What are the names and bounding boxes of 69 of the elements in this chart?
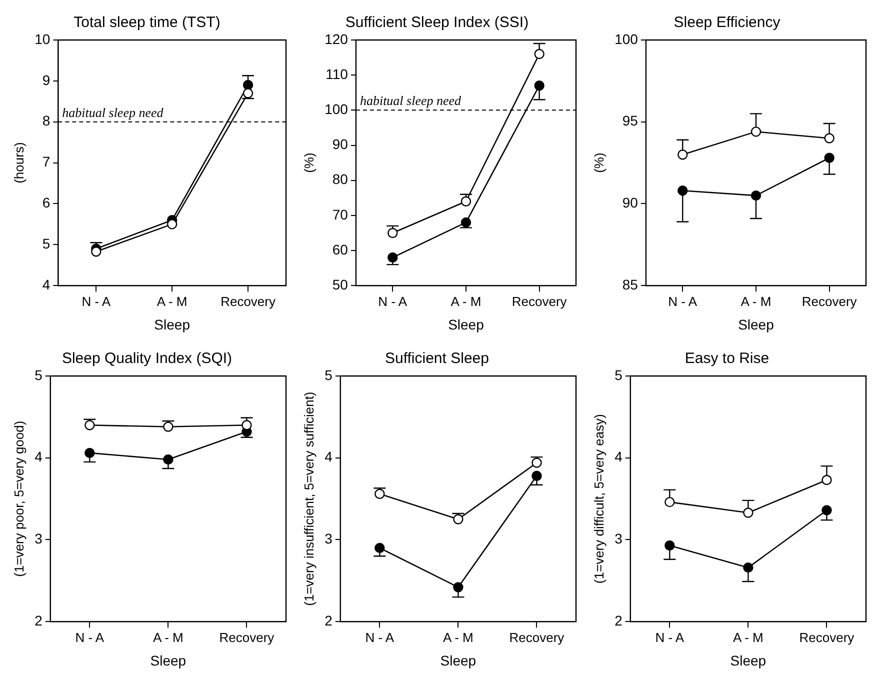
y-tick-label: 60 bbox=[332, 241, 348, 258]
y-axis-title: (%) bbox=[591, 152, 606, 173]
y-tick-label: 2 bbox=[34, 612, 43, 628]
x-tick-label: N - A bbox=[82, 294, 111, 309]
x-axis-title: Sleep bbox=[730, 652, 766, 668]
y-axis-title: (%) bbox=[301, 152, 316, 173]
y-tick-label: 100 bbox=[324, 101, 348, 118]
chart-title: Sufficient Sleep bbox=[385, 350, 489, 368]
x-axis-title: Sleep bbox=[154, 316, 190, 332]
y-tick-label: 95 bbox=[622, 112, 638, 129]
x-tick-label: N - A bbox=[655, 630, 684, 645]
x-axis-title: Sleep bbox=[738, 316, 774, 332]
y-axis-title: (hours) bbox=[11, 142, 26, 184]
y-tick-label: 120 bbox=[324, 30, 348, 47]
y-tick-label: 5 bbox=[34, 366, 43, 383]
x-tick-label: Recovery bbox=[219, 630, 275, 645]
y-tick-label: 5 bbox=[614, 366, 623, 383]
y-tick-label: 100 bbox=[614, 30, 638, 47]
x-axis-title: Sleep bbox=[150, 652, 186, 668]
y-tick-label: 4 bbox=[324, 448, 333, 465]
ref-line-label: habitual sleep need bbox=[360, 93, 462, 108]
y-tick-label: 110 bbox=[326, 66, 348, 82]
y-tick-label: 50 bbox=[332, 276, 348, 292]
x-tick-label: N - A bbox=[668, 294, 698, 309]
x-tick-label: A - M bbox=[153, 630, 184, 645]
x-tick-label: Recovery bbox=[802, 294, 858, 309]
chart-title: Sleep Efficiency bbox=[674, 14, 781, 32]
y-axis-title: (1=very difficult, 5=very easy) bbox=[591, 414, 606, 584]
x-tick-label: Recovery bbox=[509, 630, 565, 645]
y-tick-label: 90 bbox=[622, 194, 638, 211]
x-tick-label: A - M bbox=[443, 630, 474, 645]
x-tick-label: A - M bbox=[733, 630, 764, 645]
x-tick-label: A - M bbox=[450, 294, 482, 309]
y-tick-label: 5 bbox=[42, 236, 50, 252]
y-tick-label: 70 bbox=[332, 206, 348, 222]
y-tick-label: 10 bbox=[34, 30, 50, 47]
x-tick-label: A - M bbox=[156, 294, 188, 309]
y-tick-label: 3 bbox=[34, 530, 43, 547]
y-tick-label: 2 bbox=[614, 612, 623, 628]
y-tick-label: 2 bbox=[324, 612, 333, 628]
x-tick-label: Recovery bbox=[799, 630, 855, 645]
x-tick-label: Recovery bbox=[512, 294, 568, 309]
y-tick-label: 5 bbox=[324, 366, 333, 383]
y-tick-label: 9 bbox=[42, 72, 50, 88]
x-tick-label: N - A bbox=[75, 630, 104, 645]
y-axis-title: (1=very poor, 5=very good) bbox=[11, 420, 26, 577]
y-tick-label: 3 bbox=[614, 530, 623, 547]
y-axis-title: (1=very insufficient, 5=very sufficient) bbox=[301, 392, 316, 606]
ref-line-label: habitual sleep need bbox=[62, 104, 164, 120]
chart-title: Easy to Rise bbox=[684, 350, 770, 368]
y-tick-label: 80 bbox=[332, 171, 348, 188]
y-tick-label: 7 bbox=[42, 154, 50, 170]
y-tick-label: 4 bbox=[34, 448, 43, 465]
x-tick-label: A - M bbox=[740, 294, 772, 309]
chart-title: Sleep Quality Index (SQI) bbox=[62, 350, 232, 368]
y-tick-label: 3 bbox=[324, 530, 333, 547]
x-axis-title: Sleep bbox=[440, 652, 476, 668]
chart-title: Total sleep time (TST) bbox=[74, 14, 220, 32]
x-axis-title: Sleep bbox=[448, 316, 484, 332]
y-tick-label: 85 bbox=[622, 276, 638, 292]
y-tick-label: 8 bbox=[42, 112, 50, 129]
x-tick-label: N - A bbox=[365, 630, 394, 645]
y-tick-label: 90 bbox=[332, 136, 348, 152]
y-tick-label: 4 bbox=[614, 448, 623, 465]
y-tick-label: 4 bbox=[42, 276, 50, 292]
y-tick-label: 6 bbox=[42, 194, 50, 211]
x-tick-label: N - A bbox=[378, 294, 408, 309]
x-tick-label: Recovery bbox=[220, 294, 276, 309]
chart-title: Sufficient Sleep Index (SSI) bbox=[345, 14, 529, 32]
